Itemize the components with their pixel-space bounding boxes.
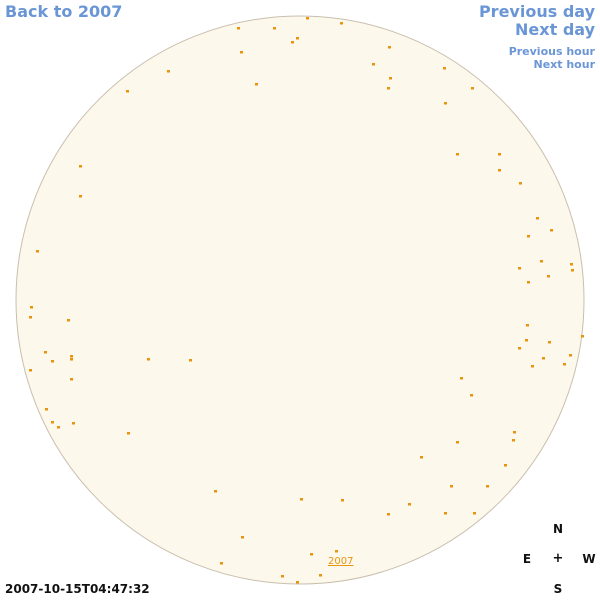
sky-object-marker[interactable] — [273, 27, 276, 30]
compass-south: S — [553, 582, 563, 596]
sky-object-marker[interactable] — [372, 63, 375, 66]
sky-object-marker[interactable] — [51, 360, 54, 363]
previous-day-link[interactable]: Previous day — [478, 2, 595, 21]
sky-object-marker[interactable] — [460, 377, 463, 380]
sky-object-marker[interactable] — [70, 378, 73, 381]
sky-object-marker[interactable] — [527, 235, 530, 238]
sky-object-marker[interactable] — [512, 439, 515, 442]
compass-north: N — [552, 522, 564, 536]
sky-object-marker[interactable] — [70, 355, 73, 358]
sky-object-marker[interactable] — [341, 499, 344, 502]
sky-object-marker[interactable] — [167, 70, 170, 73]
sky-object-marker[interactable] — [563, 363, 566, 366]
sky-object-marker[interactable] — [45, 408, 48, 411]
year-object-link[interactable]: 2007 — [328, 556, 354, 567]
sky-object-marker[interactable] — [387, 513, 390, 516]
sky-object-marker[interactable] — [147, 358, 150, 361]
sky-object-marker[interactable] — [72, 422, 75, 425]
sky-object-marker[interactable] — [526, 324, 529, 327]
sky-object-marker[interactable] — [518, 267, 521, 270]
sky-object-marker[interactable] — [240, 51, 243, 54]
sky-object-marker[interactable] — [220, 562, 223, 565]
sky-object-marker[interactable] — [444, 102, 447, 105]
next-hour-link[interactable]: Next hour — [533, 58, 596, 71]
previous-hour-link[interactable]: Previous hour — [508, 45, 595, 58]
back-to-year-link[interactable]: Back to 2007 — [5, 2, 123, 21]
sky-object-marker[interactable] — [540, 260, 543, 263]
sky-chart — [15, 15, 585, 585]
sky-object-marker[interactable] — [531, 365, 534, 368]
sky-object-marker[interactable] — [536, 217, 539, 220]
sky-object-marker[interactable] — [570, 263, 573, 266]
sky-object-marker[interactable] — [70, 358, 73, 361]
sky-object-marker[interactable] — [36, 250, 39, 253]
sky-object-marker[interactable] — [542, 357, 545, 360]
sky-object-marker[interactable] — [291, 41, 294, 44]
sky-object-marker[interactable] — [470, 394, 473, 397]
sky-object-marker[interactable] — [387, 87, 390, 90]
sky-object-marker[interactable] — [79, 165, 82, 168]
compass-center: + — [552, 551, 564, 566]
sky-object-marker[interactable] — [127, 432, 130, 435]
sky-object-marker[interactable] — [389, 77, 392, 80]
sky-object-marker[interactable] — [335, 550, 338, 553]
sky-object-marker[interactable] — [296, 581, 299, 584]
sky-object-marker[interactable] — [29, 316, 32, 319]
sky-object-marker[interactable] — [486, 485, 489, 488]
sky-object-marker[interactable] — [44, 351, 47, 354]
sky-object-marker[interactable] — [504, 464, 507, 467]
sky-object-marker[interactable] — [525, 339, 528, 342]
sky-object-marker[interactable] — [571, 269, 574, 272]
sky-object-marker[interactable] — [30, 306, 33, 309]
compass-east: E — [522, 552, 532, 566]
sky-object-marker[interactable] — [214, 490, 217, 493]
sky-object-marker[interactable] — [237, 27, 240, 30]
sky-object-marker[interactable] — [51, 421, 54, 424]
sky-object-marker[interactable] — [296, 37, 299, 40]
sky-object-marker[interactable] — [255, 83, 258, 86]
sky-object-marker[interactable] — [518, 347, 521, 350]
sky-object-marker[interactable] — [300, 498, 303, 501]
sky-object-marker[interactable] — [57, 426, 60, 429]
sky-object-marker[interactable] — [319, 574, 322, 577]
sky-object-marker[interactable] — [527, 281, 530, 284]
sky-object-marker[interactable] — [450, 485, 453, 488]
sky-object-marker[interactable] — [408, 503, 411, 506]
compass-west: W — [582, 552, 596, 566]
sky-object-marker[interactable] — [456, 153, 459, 156]
next-day-link[interactable]: Next day — [515, 20, 595, 39]
sky-object-marker[interactable] — [548, 341, 551, 344]
sky-object-marker[interactable] — [456, 441, 459, 444]
sky-object-marker[interactable] — [306, 17, 309, 20]
sky-object-marker[interactable] — [67, 319, 70, 322]
sky-object-marker[interactable] — [310, 553, 313, 556]
sky-object-marker[interactable] — [547, 275, 550, 278]
sky-object-marker[interactable] — [241, 536, 244, 539]
sky-object-marker[interactable] — [79, 195, 82, 198]
sky-object-marker[interactable] — [581, 335, 584, 338]
sky-object-marker[interactable] — [29, 369, 32, 372]
sky-object-marker[interactable] — [340, 22, 343, 25]
sky-object-marker[interactable] — [569, 354, 572, 357]
sky-object-marker[interactable] — [498, 153, 501, 156]
sky-object-marker[interactable] — [444, 512, 447, 515]
sky-object-marker[interactable] — [550, 229, 553, 232]
sky-object-marker[interactable] — [126, 90, 129, 93]
timestamp: 2007-10-15T04:47:32 — [5, 582, 150, 596]
sky-object-marker[interactable] — [471, 87, 474, 90]
sky-object-marker[interactable] — [420, 456, 423, 459]
sky-object-marker[interactable] — [388, 46, 391, 49]
sky-object-marker[interactable] — [189, 359, 192, 362]
sky-objects — [29, 17, 584, 584]
sky-object-marker[interactable] — [281, 575, 284, 578]
sky-object-marker[interactable] — [443, 67, 446, 70]
sky-object-marker[interactable] — [473, 512, 476, 515]
sky-object-marker[interactable] — [519, 182, 522, 185]
sky-object-marker[interactable] — [498, 169, 501, 172]
sky-dome — [15, 15, 585, 585]
sky-object-marker[interactable] — [513, 431, 516, 434]
